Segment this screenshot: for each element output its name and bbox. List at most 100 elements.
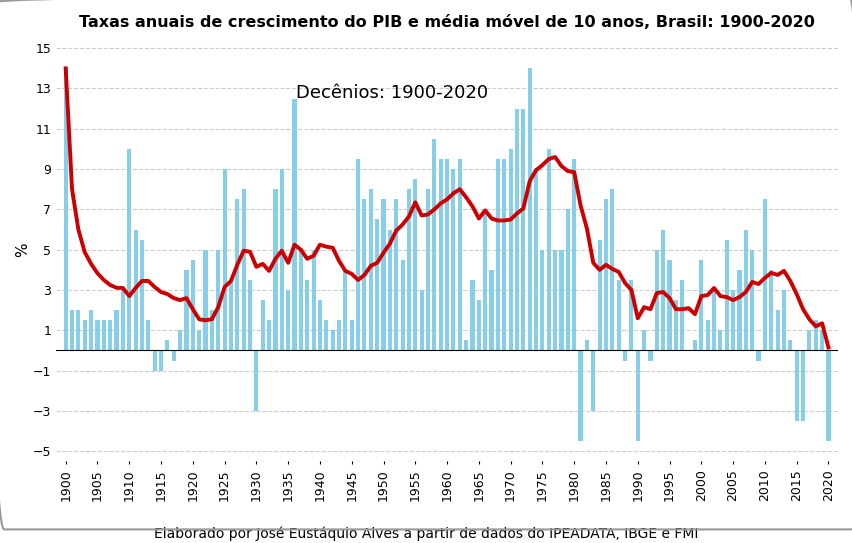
Bar [114,310,118,350]
Bar [730,290,734,350]
Bar [184,270,188,350]
Bar [489,270,493,350]
Bar [705,320,709,350]
Bar [388,230,391,350]
Bar [204,250,207,350]
Bar [165,340,170,350]
Bar [337,320,341,350]
Bar [826,350,830,441]
Bar [134,230,137,350]
Bar [648,350,652,361]
Bar [241,190,245,350]
Bar [406,190,411,350]
Bar [248,280,252,350]
Text: Elaborado por José Eustáquio Alves a partir de dados do IPEADATA, IBGE e FMI: Elaborado por José Eustáquio Alves a par… [154,526,698,541]
Bar [394,199,398,350]
Bar [794,350,797,421]
Bar [527,68,531,350]
Bar [261,300,264,350]
Bar [819,330,823,350]
Bar [603,199,607,350]
Bar [749,250,753,350]
Bar [445,159,449,350]
Bar [539,250,544,350]
Bar [743,230,747,350]
Bar [458,159,461,350]
Bar [432,139,436,350]
Bar [343,270,347,350]
Y-axis label: %: % [15,242,30,257]
Bar [216,250,220,350]
Bar [781,290,785,350]
Bar [318,300,321,350]
Bar [769,270,773,350]
Bar [609,190,613,350]
Text: Decênios: 1900-2020: Decênios: 1900-2020 [296,84,488,102]
Bar [375,219,379,350]
Bar [616,280,620,350]
Bar [228,280,233,350]
Bar [158,350,163,371]
Bar [425,190,429,350]
Bar [298,250,302,350]
Bar [451,169,455,350]
Bar [813,320,817,350]
Bar [800,350,804,421]
Bar [311,250,315,350]
Bar [521,109,525,350]
Bar [654,250,658,350]
Bar [324,320,328,350]
Bar [622,350,626,361]
Bar [762,199,766,350]
Bar [146,320,150,350]
Bar [533,169,538,350]
Bar [692,340,696,350]
Bar [279,169,284,350]
Bar [254,350,258,411]
Bar [572,159,576,350]
Bar [559,250,563,350]
Bar [717,330,722,350]
Bar [349,320,354,350]
Bar [355,159,360,350]
Bar [64,68,67,350]
Bar [463,340,468,350]
Bar [438,159,442,350]
Bar [178,330,182,350]
Bar [578,350,582,441]
Bar [400,260,404,350]
Bar [711,290,716,350]
Bar [495,159,499,350]
Bar [285,290,290,350]
Bar [699,260,703,350]
Bar [222,169,227,350]
Bar [629,280,633,350]
Bar [273,190,277,350]
Bar [331,330,334,350]
Bar [292,99,296,350]
Bar [552,250,556,350]
Bar [101,320,106,350]
Bar [127,149,131,350]
Bar [667,260,671,350]
Bar [412,179,417,350]
Bar [660,230,665,350]
Bar [210,310,214,350]
Bar [470,280,474,350]
Bar [235,199,239,350]
Bar [76,310,80,350]
Bar [736,270,740,350]
Bar [787,340,792,350]
Bar [362,199,366,350]
Bar [724,239,728,350]
Bar [171,350,176,361]
Bar [590,350,595,411]
Bar [756,350,760,361]
Bar [95,320,100,350]
Bar [774,310,779,350]
Bar [108,320,112,350]
Bar [153,350,157,371]
Bar [635,350,639,441]
Bar [482,210,486,350]
Bar [515,109,519,350]
